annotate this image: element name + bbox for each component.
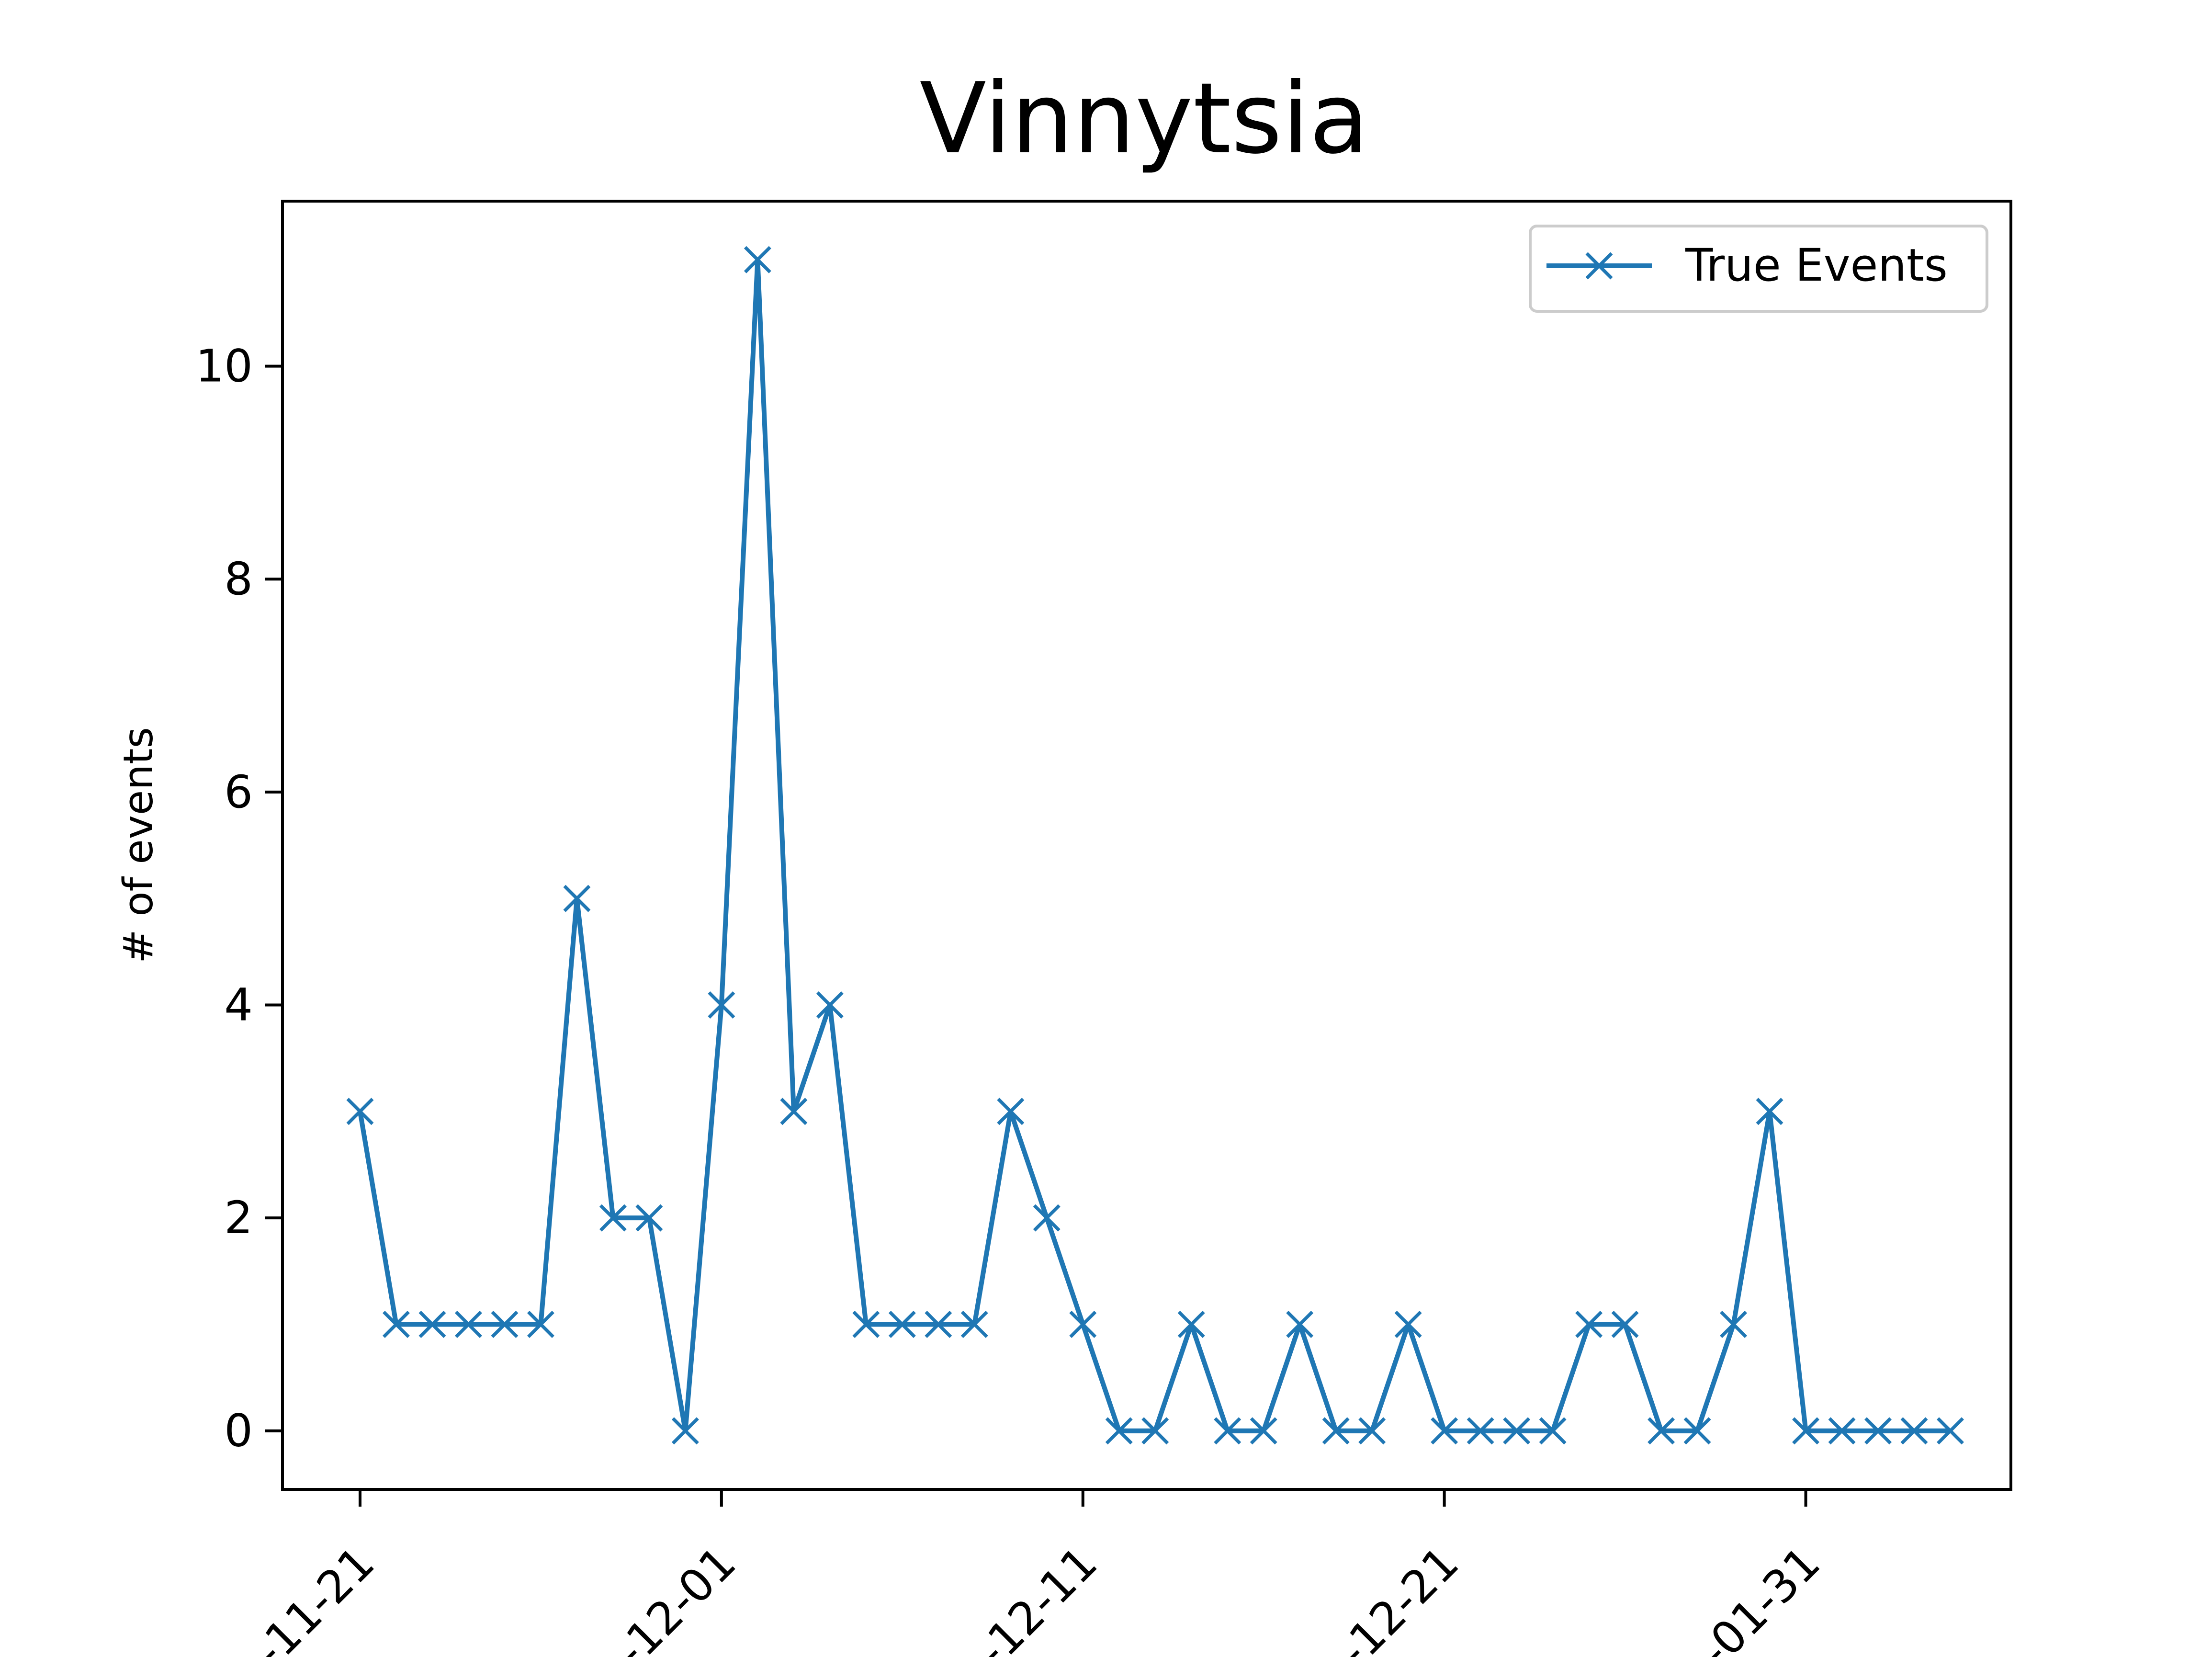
- data-point-marker: [1937, 1417, 1964, 1445]
- y-tick-label: 6: [224, 766, 253, 818]
- data-point-marker: [1394, 1310, 1422, 1338]
- data-point-marker: [1431, 1417, 1458, 1445]
- series-markers: [346, 246, 1964, 1445]
- data-point-marker: [1214, 1417, 1241, 1445]
- data-point-marker: [418, 1310, 446, 1338]
- data-point-marker: [744, 246, 771, 273]
- data-point-marker: [1648, 1417, 1675, 1445]
- data-point-marker: [1756, 1098, 1783, 1125]
- y-tick-label: 4: [224, 979, 253, 1031]
- legend-marker-x: [1585, 252, 1613, 280]
- data-point-marker: [925, 1310, 952, 1338]
- data-point-marker: [1611, 1310, 1639, 1338]
- data-point-marker: [1900, 1417, 1928, 1445]
- data-point-marker: [1503, 1417, 1531, 1445]
- data-point-marker: [1177, 1310, 1205, 1338]
- legend-label-true-events: True Events: [1685, 239, 1948, 292]
- data-point-marker: [346, 1098, 374, 1125]
- chart-title: Vinnytsia: [919, 62, 1369, 176]
- y-axis-label: # of events: [115, 727, 162, 964]
- data-point-marker: [1467, 1417, 1494, 1445]
- data-point-marker: [671, 1417, 699, 1445]
- data-point-marker: [1539, 1417, 1567, 1445]
- data-point-marker: [1250, 1417, 1277, 1445]
- y-axis-ticks: 0 2 4 6 8 10: [195, 340, 282, 1457]
- data-point-marker: [1864, 1417, 1892, 1445]
- data-point-marker: [780, 1098, 808, 1125]
- data-point-marker: [997, 1098, 1025, 1125]
- y-tick-label: 8: [224, 553, 253, 605]
- data-point-marker: [1683, 1417, 1711, 1445]
- data-point-marker: [960, 1310, 988, 1338]
- legend-x-mark: [1585, 252, 1613, 280]
- data-point-marker: [599, 1204, 627, 1232]
- plot-area: [346, 246, 1964, 1445]
- data-point-marker: [527, 1310, 554, 1338]
- data-point-marker: [1141, 1417, 1169, 1445]
- y-tick-label: 2: [224, 1192, 253, 1244]
- data-point-marker: [1322, 1417, 1350, 1445]
- y-tick-label: 10: [195, 340, 253, 393]
- axes-frame: [281, 200, 2012, 1491]
- y-tick-label: 0: [224, 1405, 253, 1457]
- data-point-marker: [816, 991, 844, 1019]
- data-point-marker: [1575, 1310, 1603, 1338]
- data-point-marker: [491, 1310, 519, 1338]
- data-point-marker: [1792, 1417, 1820, 1445]
- data-point-marker: [888, 1310, 916, 1338]
- data-point-marker: [708, 991, 735, 1019]
- data-point-marker: [635, 1204, 663, 1232]
- data-point-marker: [383, 1310, 410, 1338]
- legend-box: [1529, 225, 1988, 313]
- data-point-marker: [563, 885, 591, 912]
- data-point-marker: [1286, 1310, 1314, 1338]
- data-point-marker: [1069, 1310, 1097, 1338]
- data-point-marker: [852, 1310, 880, 1338]
- data-point-marker: [454, 1310, 482, 1338]
- data-point-marker: [1828, 1417, 1856, 1445]
- data-point-marker: [1358, 1417, 1386, 1445]
- data-point-marker: [1033, 1204, 1061, 1232]
- data-point-marker: [1720, 1310, 1748, 1338]
- data-point-marker: [1105, 1417, 1133, 1445]
- legend: True Events: [1529, 225, 1988, 313]
